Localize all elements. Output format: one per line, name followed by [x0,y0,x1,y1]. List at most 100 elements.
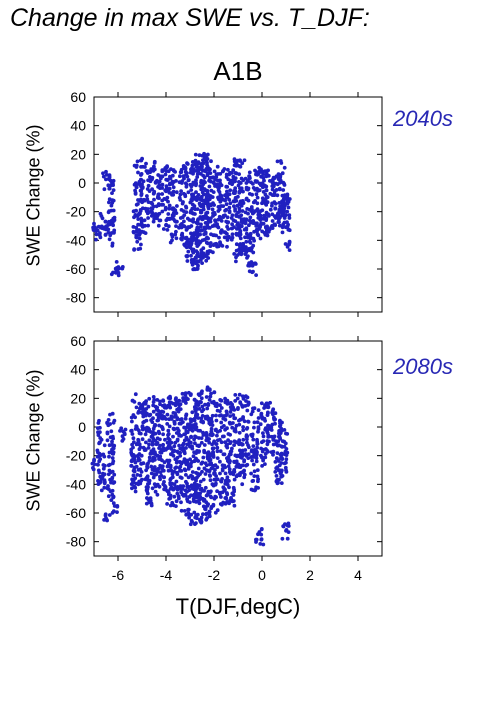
data-point-bottom-c17 [208,452,213,456]
data-point-top-c1 [94,237,98,242]
data-point-bottom-c25 [273,421,277,426]
data-point-bottom-c18 [218,449,223,454]
data-point-top-c9 [149,167,154,172]
data-point-bottom-c13 [183,416,188,421]
data-point-bottom-c14 [187,515,192,520]
data-point-bottom-c12 [177,443,182,448]
data-point-top-c11 [163,172,168,177]
data-point-top-c27 [263,201,267,206]
data-point-top-c10 [160,192,165,196]
data-point-bottom-c15 [197,407,202,411]
data-point-top-c20 [225,189,229,194]
data-point-bottom-c18 [218,437,222,442]
data-point-bottom-c24 [265,442,270,447]
data-point-top-c4 [109,203,114,208]
data-point-top-c17 [200,228,205,233]
data-point-top-c21 [228,170,232,175]
data-point-top-c9 [152,197,156,202]
data-point-bottom-c13 [182,392,187,396]
data-point-bottom-c13 [184,429,189,434]
data-point-top-c11 [160,174,165,179]
data-point-bottom-c14 [188,462,193,466]
data-point-top-c24 [246,186,251,191]
data-point-bottom-c19 [225,445,230,450]
data-point-bottom-c14 [193,434,197,439]
y-tick-label-bottom: -60 [66,505,86,521]
data-point-bottom-c20 [233,393,238,397]
data-point-bottom-c13 [184,413,188,418]
data-point-bottom-c11 [167,424,172,429]
data-point-bottom-c13 [180,487,185,491]
data-point-top-c23 [238,186,242,191]
data-point-bottom-c17 [215,456,220,460]
data-point-bottom-c18 [224,409,229,414]
y-tick-label-top: -40 [66,232,86,248]
data-point-top-c30 [276,211,280,216]
data-point-bottom-c14 [187,427,192,432]
data-point-top-c12 [167,203,172,208]
data-point-bottom-c8 [150,486,155,491]
data-point-top-c19 [212,169,217,174]
data-point-top-c18 [204,197,209,202]
data-point-top-c17 [204,258,209,263]
data-point-top-c12 [171,189,176,194]
data-point-bottom-c18 [218,409,222,413]
data-point-top-c26 [257,227,262,231]
data-point-top-c17 [199,210,204,215]
data-point-top-c8 [144,161,148,166]
data-point-bottom-c19 [228,405,233,409]
data-point-bottom-c15 [198,400,203,404]
data-point-top-c21 [227,205,232,210]
data-point-top-c19 [215,224,220,229]
data-point-bottom-c6 [130,477,135,482]
data-point-top-c16 [193,152,198,157]
data-point-bottom-c3 [106,487,111,491]
data-point-bottom-c9 [151,455,156,460]
data-point-top-c9 [152,164,156,169]
data-point-bottom-c19 [226,479,231,483]
data-point-top-c26 [255,207,260,212]
data-point-top-c31 [287,216,292,220]
plot-frame-bottom [93,340,383,557]
data-point-top-c12 [170,173,175,178]
data-point-bottom-c3 [109,429,114,434]
data-point-bottom-c1 [96,421,101,425]
data-point-top-c30 [278,159,283,163]
data-point-bottom-c22 [256,408,261,412]
data-point-bottom-c22 [252,469,257,474]
data-point-bottom-c16 [202,466,207,471]
data-point-top-c31 [280,208,285,213]
data-point-top-c4 [107,175,112,179]
data-point-top-c10 [156,173,161,177]
data-point-bottom-c22 [255,445,260,450]
data-point-bottom-c16 [207,398,212,402]
data-point-top-c1 [94,232,99,237]
data-point-bottom-c17 [211,483,216,488]
data-point-bottom-c27 [280,474,285,478]
data-point-bottom-c10 [160,425,165,430]
data-point-top-c4 [112,231,116,235]
data-point-bottom-c9 [153,484,158,489]
data-point-bottom-c12 [175,459,179,464]
data-point-top-c12 [167,186,172,191]
data-point-top-c13 [178,223,183,228]
data-point-bottom-c24 [259,401,264,406]
data-point-bottom-c19 [231,421,235,425]
data-point-bottom-c19 [227,485,231,490]
data-point-bottom-c14 [190,444,195,449]
data-point-top-c23 [238,242,243,246]
data-point-top-c18 [204,159,209,164]
data-point-top-c19 [211,180,216,185]
data-point-bottom-c28 [284,528,288,533]
data-point-top-c12 [168,181,172,186]
data-point-bottom-c20 [237,422,242,427]
data-point-bottom-c15 [200,404,205,409]
data-point-bottom-c16 [203,485,208,490]
data-point-bottom-c17 [215,449,220,454]
data-point-bottom-c13 [184,446,188,450]
data-point-bottom-c14 [188,457,193,462]
data-point-bottom-c14 [190,476,195,481]
data-point-bottom-c25 [266,427,271,431]
data-point-top-c8 [139,229,143,234]
data-point-top-c4 [111,188,116,193]
